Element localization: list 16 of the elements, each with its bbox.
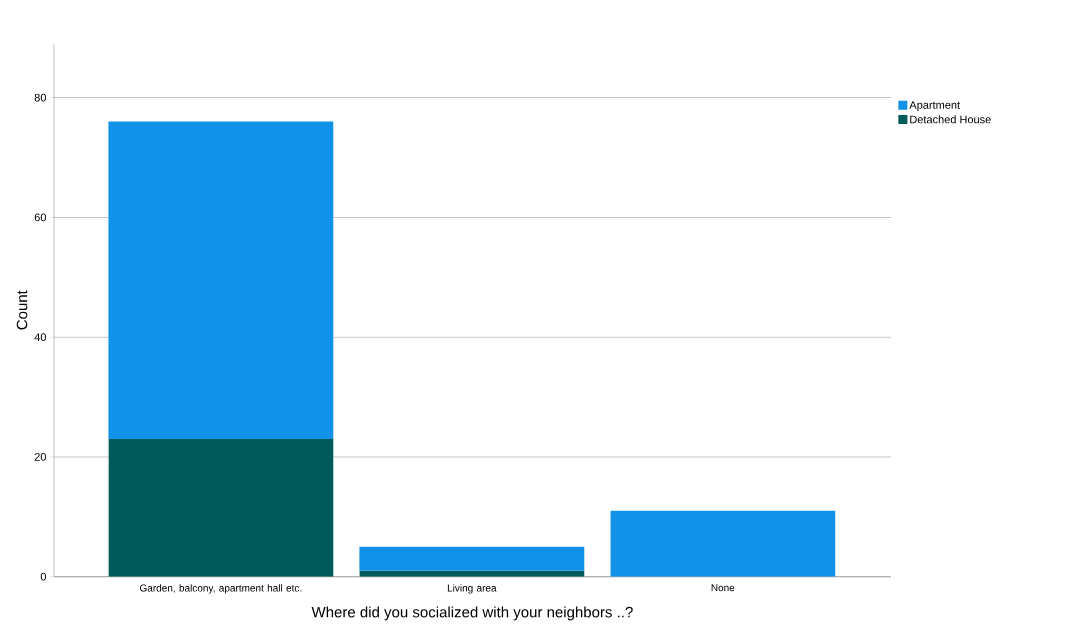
y-tick-label: 20: [34, 453, 46, 461]
x-tick-label: None: [711, 584, 735, 592]
y-tick-label: 60: [34, 213, 46, 222]
bar: [359, 546, 585, 571]
bar: [108, 438, 334, 577]
x-tick-label: Living area: [447, 584, 497, 594]
y-tick-label: 40: [34, 333, 46, 342]
bar: [108, 121, 334, 439]
x-axis-title: Where did you socialized with your neighbors ..?: [311, 606, 633, 621]
y-axis-title: Count: [16, 290, 28, 330]
legend-label: Apartment: [909, 101, 961, 112]
x-tick-label: Garden, balcony, apartment hall etc.: [140, 584, 302, 594]
y-tick-label: 80: [34, 93, 46, 102]
bar: [610, 510, 836, 577]
y-tick-label: 0: [40, 572, 46, 581]
legend-label: Detached House: [910, 115, 991, 124]
